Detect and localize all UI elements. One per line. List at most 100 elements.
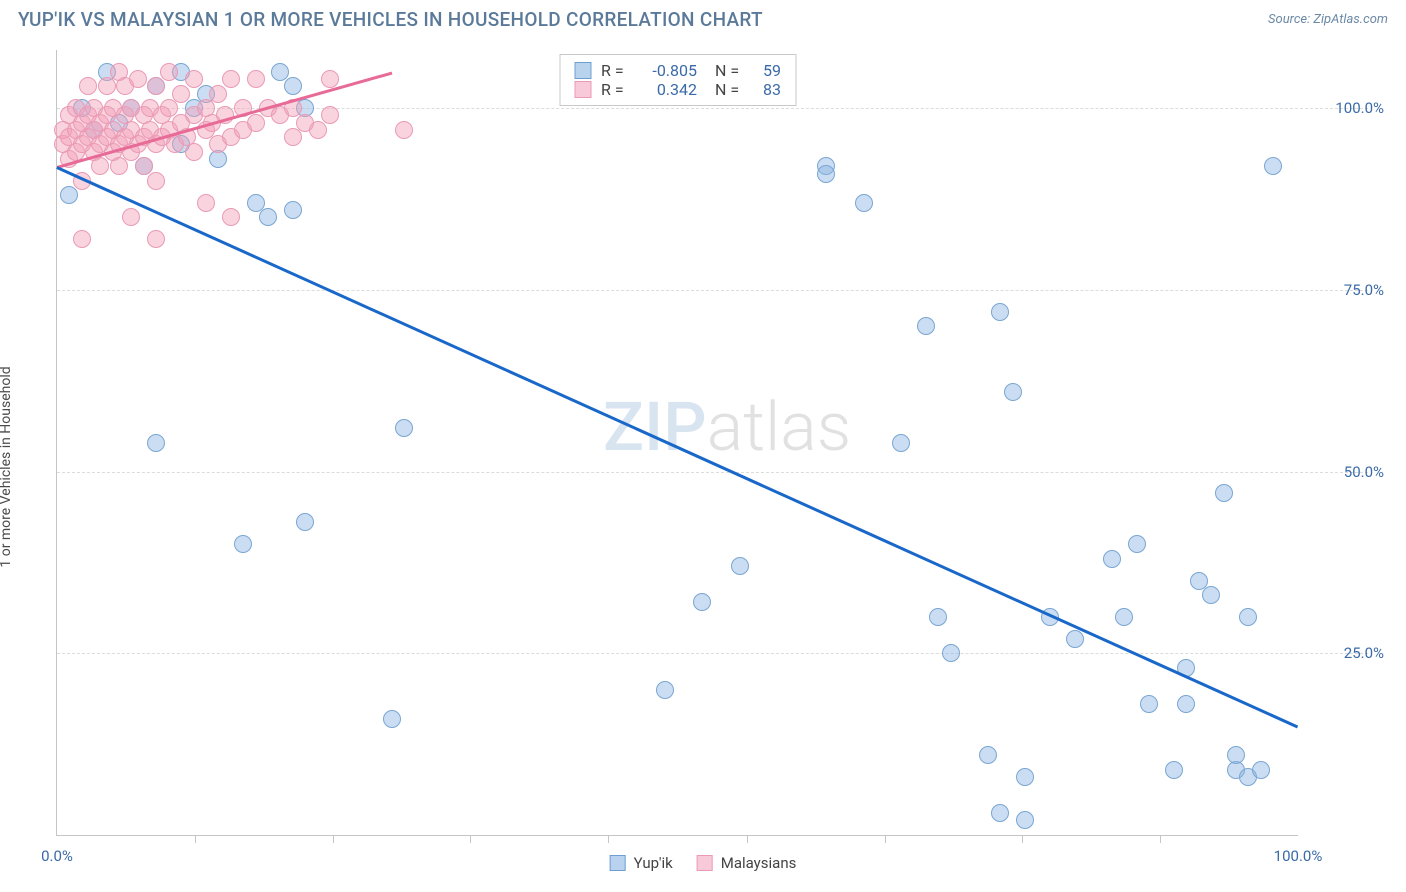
- x-tick: [1022, 835, 1023, 843]
- y-axis-label: 1 or more Vehicles in Household: [0, 366, 14, 567]
- watermark: ZIPatlas: [603, 387, 851, 467]
- legend-item: Yup'ik: [610, 854, 673, 872]
- data-point: [942, 644, 960, 662]
- grid-line: [57, 108, 1368, 109]
- data-point: [1103, 550, 1121, 568]
- data-point: [1202, 586, 1220, 604]
- data-point: [892, 434, 910, 452]
- data-point: [1140, 695, 1158, 713]
- stat-label-r: R =: [601, 80, 629, 99]
- legend-swatch: [574, 81, 591, 98]
- data-point: [79, 77, 97, 95]
- data-point: [979, 746, 997, 764]
- data-point: [855, 194, 873, 212]
- data-point: [1215, 484, 1233, 502]
- data-point: [1016, 811, 1034, 829]
- legend-label: Yup'ik: [634, 854, 673, 872]
- plot-area: R =-0.805N =59R =0.342N =83 ZIPatlas 25.…: [56, 50, 1298, 836]
- y-tick-label: 50.0%: [1344, 463, 1384, 481]
- x-tick: [470, 835, 471, 843]
- data-point: [991, 303, 1009, 321]
- grid-line: [57, 290, 1368, 291]
- data-point: [929, 608, 947, 626]
- data-point: [321, 70, 339, 88]
- data-point: [222, 208, 240, 226]
- data-point: [129, 70, 147, 88]
- data-point: [185, 143, 203, 161]
- data-point: [259, 208, 277, 226]
- data-point: [185, 70, 203, 88]
- data-point: [147, 230, 165, 248]
- data-point: [284, 201, 302, 219]
- grid-line: [57, 472, 1368, 473]
- stat-value-r: 0.342: [639, 80, 697, 99]
- data-point: [1004, 383, 1022, 401]
- data-point: [731, 557, 749, 575]
- data-point: [110, 157, 128, 175]
- stat-value-n: 59: [753, 61, 781, 80]
- data-point: [147, 77, 165, 95]
- data-point: [91, 157, 109, 175]
- x-tick: [885, 835, 886, 843]
- legend-bottom: Yup'ik Malaysians: [610, 854, 797, 872]
- data-point: [693, 593, 711, 611]
- y-tick-label: 75.0%: [1344, 281, 1384, 299]
- data-point: [284, 128, 302, 146]
- stats-row: R =-0.805N =59: [574, 61, 781, 80]
- x-tick: [747, 835, 748, 843]
- data-point: [1016, 768, 1034, 786]
- legend-label: Malaysians: [721, 854, 797, 872]
- data-point: [383, 710, 401, 728]
- data-point: [284, 77, 302, 95]
- data-point: [321, 106, 339, 124]
- x-tick: [1160, 835, 1161, 843]
- trend-line: [56, 166, 1298, 728]
- data-point: [1264, 157, 1282, 175]
- y-tick-label: 100.0%: [1335, 99, 1384, 117]
- data-point: [147, 172, 165, 190]
- data-point: [160, 63, 178, 81]
- data-point: [1115, 608, 1133, 626]
- legend-swatch: [610, 855, 626, 871]
- stat-value-r: -0.805: [639, 61, 697, 80]
- legend-swatch: [574, 62, 591, 79]
- stats-legend: R = -0.805 N = 59R = 0.342 N = 83: [559, 54, 796, 106]
- data-point: [1165, 761, 1183, 779]
- data-point: [991, 804, 1009, 822]
- data-point: [234, 535, 252, 553]
- x-tick-label: 100.0%: [1274, 847, 1323, 865]
- data-point: [247, 70, 265, 88]
- y-tick-label: 25.0%: [1344, 644, 1384, 662]
- data-point: [395, 121, 413, 139]
- data-point: [98, 77, 116, 95]
- stat-value-n: 83: [753, 80, 781, 99]
- data-point: [172, 85, 190, 103]
- stat-label-n: N =: [715, 61, 743, 80]
- data-point: [1239, 608, 1257, 626]
- data-point: [656, 681, 674, 699]
- legend-item: Malaysians: [697, 854, 797, 872]
- data-point: [60, 186, 78, 204]
- data-point: [309, 121, 327, 139]
- chart-title: YUP'IK VS MALAYSIAN 1 OR MORE VEHICLES I…: [18, 8, 763, 31]
- stats-row: R = 0.342 N = 83: [574, 80, 781, 99]
- stat-label-n: N =: [715, 80, 743, 99]
- data-point: [395, 419, 413, 437]
- data-point: [197, 194, 215, 212]
- x-tick-label: 0.0%: [41, 847, 73, 865]
- grid-line: [57, 653, 1368, 654]
- data-point: [209, 85, 227, 103]
- data-point: [1252, 761, 1270, 779]
- x-tick: [608, 835, 609, 843]
- data-point: [147, 434, 165, 452]
- data-point: [917, 317, 935, 335]
- data-point: [73, 230, 91, 248]
- data-point: [222, 70, 240, 88]
- data-point: [1227, 746, 1245, 764]
- chart-container: 1 or more Vehicles in Household R =-0.80…: [18, 42, 1388, 892]
- data-point: [1177, 695, 1195, 713]
- data-point: [817, 165, 835, 183]
- data-point: [122, 208, 140, 226]
- data-point: [1128, 535, 1146, 553]
- source-attribution: Source: ZipAtlas.com: [1268, 12, 1388, 27]
